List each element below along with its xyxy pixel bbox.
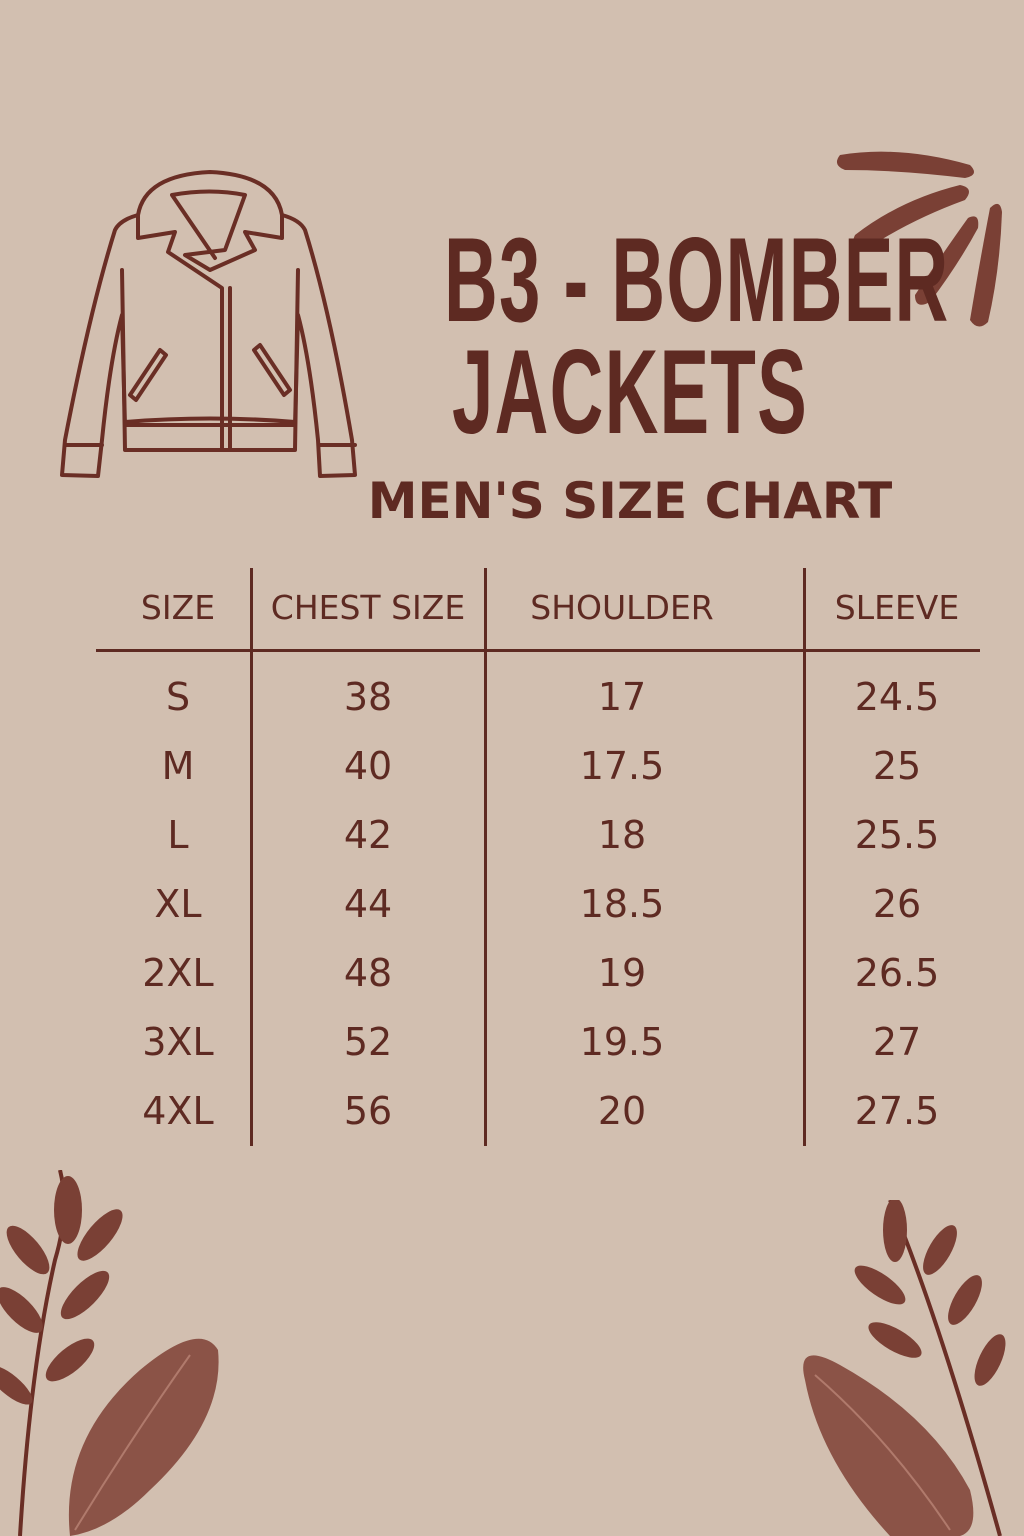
cell-sleeve: 26 — [872, 882, 922, 926]
cell-size: 4XL — [142, 1089, 214, 1133]
cell-shoulder: 18 — [597, 813, 647, 857]
leaf-branch-decoration-left — [0, 1170, 219, 1536]
cell-chest-size: 38 — [343, 675, 393, 719]
cell-chest-size: 48 — [343, 951, 393, 995]
column-header-chest-size: CHEST SIZE — [270, 588, 466, 627]
cell-sleeve: 25 — [872, 744, 922, 788]
cell-sleeve: 27.5 — [854, 1089, 940, 1133]
cell-shoulder: 19.5 — [579, 1020, 665, 1064]
cell-shoulder: 20 — [597, 1089, 647, 1133]
leaf-branch-decoration-right — [803, 1200, 1006, 1536]
column-divider — [250, 568, 253, 1146]
sun-rays-decoration — [836, 151, 1002, 327]
cell-shoulder: 17.5 — [579, 744, 665, 788]
cell-size: L — [167, 813, 189, 857]
cell-chest-size: 56 — [343, 1089, 393, 1133]
column-divider — [803, 568, 806, 1146]
header-divider — [96, 649, 980, 652]
cell-sleeve: 24.5 — [854, 675, 940, 719]
title-line-2: JACKETS — [452, 325, 808, 459]
column-header-size: SIZE — [140, 588, 216, 627]
cell-size: XL — [154, 882, 202, 926]
cell-shoulder: 19 — [597, 951, 647, 995]
cell-size: 2XL — [142, 951, 214, 995]
cell-size: 3XL — [142, 1020, 214, 1064]
cell-shoulder: 18.5 — [579, 882, 665, 926]
cell-sleeve: 25.5 — [854, 813, 940, 857]
cell-sleeve: 26.5 — [854, 951, 940, 995]
jacket-outline-icon — [60, 170, 357, 478]
cell-chest-size: 52 — [343, 1020, 393, 1064]
column-divider — [484, 568, 487, 1146]
cell-sleeve: 27 — [872, 1020, 922, 1064]
cell-shoulder: 17 — [597, 675, 647, 719]
cell-chest-size: 42 — [343, 813, 393, 857]
column-header-sleeve: SLEEVE — [834, 588, 960, 627]
cell-size: S — [165, 675, 191, 719]
cell-chest-size: 44 — [343, 882, 393, 926]
cell-chest-size: 40 — [343, 744, 393, 788]
cell-size: M — [161, 744, 195, 788]
subtitle: MEN'S SIZE CHART — [367, 472, 893, 530]
title-line-1: B3 - BOMBER — [444, 213, 950, 347]
column-header-shoulder: SHOULDER — [530, 588, 714, 627]
